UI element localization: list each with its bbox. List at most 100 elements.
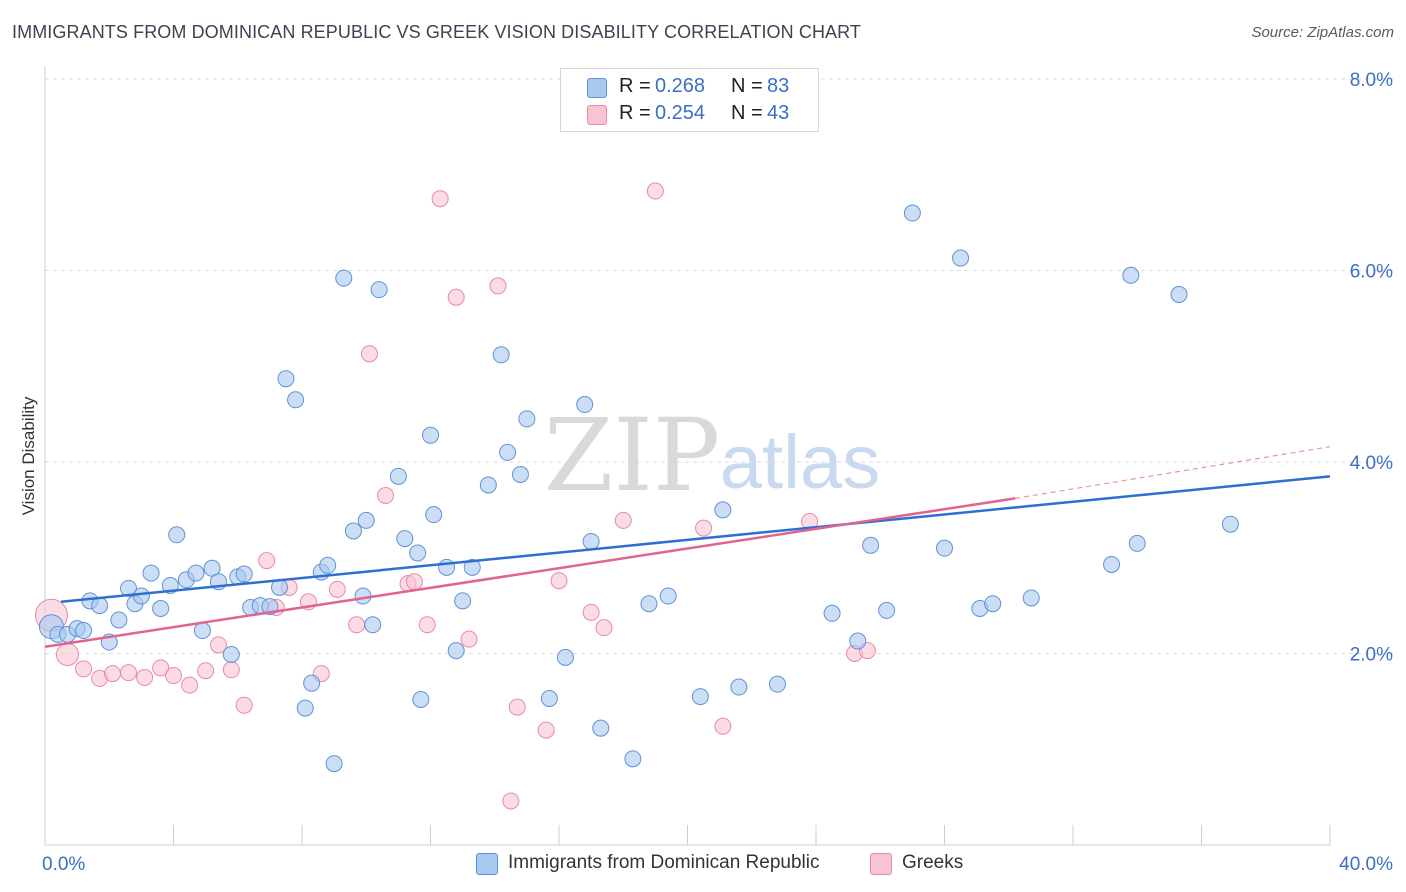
dominican-point xyxy=(425,506,443,524)
dominican-point xyxy=(1022,589,1040,607)
dominican-point xyxy=(447,642,465,660)
y-tick-label: 8.0% xyxy=(1350,70,1393,91)
greeks-point xyxy=(222,661,240,679)
greeks-point xyxy=(502,792,520,810)
dominican-point xyxy=(152,599,170,617)
x-tick-label: 40.0% xyxy=(1339,854,1393,875)
dominican-point xyxy=(303,674,321,692)
dominican-point xyxy=(1122,266,1140,284)
legend-n-value: 83 xyxy=(767,75,790,97)
dominican-point xyxy=(640,595,658,613)
legend-r-value: 0.268 xyxy=(655,75,706,97)
greeks-point xyxy=(582,603,600,621)
greeks-point xyxy=(328,580,346,598)
dominican-point xyxy=(556,648,574,666)
greeks-point xyxy=(646,182,664,200)
legend-r-value: 0.254 xyxy=(655,102,706,124)
greeks-point xyxy=(508,698,526,716)
greeks-point xyxy=(537,721,555,739)
y-axis-label: Vision Disability xyxy=(19,396,38,515)
dominican-point xyxy=(325,755,343,773)
dominican-point xyxy=(187,564,205,582)
legend-n-label: N = xyxy=(731,75,763,97)
dominican-point xyxy=(296,699,314,717)
greeks-point xyxy=(75,660,93,678)
greeks-point xyxy=(431,190,449,208)
greeks-point xyxy=(120,664,138,682)
y-tick-label: 6.0% xyxy=(1350,262,1393,283)
dominican-point xyxy=(768,675,786,693)
greeks-point xyxy=(460,630,478,648)
dominican-point xyxy=(357,511,375,529)
greeks-point xyxy=(447,288,465,306)
dominican-point xyxy=(110,611,128,629)
greeks-points xyxy=(34,182,876,810)
greeks-trend-extension xyxy=(1015,446,1331,499)
greeks-point xyxy=(360,345,378,363)
dominican-point xyxy=(277,370,295,388)
dominican-point xyxy=(518,410,536,428)
greeks-point xyxy=(258,552,276,570)
greeks-point xyxy=(405,573,423,591)
dominican-point xyxy=(624,750,642,768)
greeks-trend-line xyxy=(44,497,1016,649)
dominican-point xyxy=(319,556,337,574)
greeks-point xyxy=(152,659,170,677)
dominican-point xyxy=(730,678,748,696)
dominican-point xyxy=(222,645,240,663)
dominican-point xyxy=(878,601,896,619)
dominican-point xyxy=(1128,534,1146,552)
dominican-point xyxy=(499,443,517,461)
dominican-point xyxy=(389,467,407,485)
dominican-point xyxy=(823,604,841,622)
dominican-point xyxy=(540,690,558,708)
source-label: Source: ZipAtlas.com xyxy=(1251,24,1394,41)
dominican-point xyxy=(142,564,160,582)
greeks-point xyxy=(209,636,227,654)
dominican-point xyxy=(936,539,953,557)
dominican-point xyxy=(1170,285,1188,303)
bottom-legend-label-pink: Greeks xyxy=(902,852,964,873)
x-tick-label: 0.0% xyxy=(42,854,85,875)
legend-swatch-blue xyxy=(587,78,607,98)
dominican-point xyxy=(849,632,867,650)
dominican-points xyxy=(38,204,1239,773)
greeks-point xyxy=(550,572,568,590)
dominican-point xyxy=(984,595,1002,613)
dominican-point xyxy=(132,587,150,605)
greeks-point xyxy=(614,511,632,529)
dominican-point xyxy=(409,544,427,562)
dominican-point xyxy=(714,501,732,519)
dominican-point xyxy=(287,391,305,409)
dominican-point xyxy=(463,558,481,576)
greeks-point xyxy=(55,642,79,666)
greeks-point xyxy=(103,665,121,683)
greeks-point xyxy=(377,487,395,505)
dominican-point xyxy=(659,587,677,605)
dominican-point xyxy=(120,579,138,597)
stats-legend: R = 0.268 N = 83 R = 0.254 N = 43 xyxy=(560,68,819,132)
greeks-point xyxy=(235,696,253,714)
dominican-point xyxy=(335,269,353,287)
legend-n-value: 43 xyxy=(767,102,790,124)
dominican-point xyxy=(492,346,510,364)
watermark-atlas: atlas xyxy=(720,420,881,505)
dominican-trend-line xyxy=(60,475,1331,604)
dominican-point xyxy=(1103,555,1121,573)
greeks-point xyxy=(695,519,713,537)
greeks-point xyxy=(595,619,613,637)
legend-swatch-pink xyxy=(587,105,607,125)
chart-title: IMMIGRANTS FROM DOMINICAN REPUBLIC VS GR… xyxy=(12,22,862,42)
dominican-point xyxy=(193,622,211,640)
dominican-point xyxy=(364,616,382,634)
dominican-point xyxy=(396,530,414,548)
dominican-point xyxy=(479,476,497,494)
dominican-point xyxy=(1221,515,1239,533)
dominican-point xyxy=(903,204,921,222)
greeks-point xyxy=(418,616,436,634)
watermark: ZIP atlas xyxy=(544,397,880,514)
watermark-zip: ZIP xyxy=(544,397,720,514)
dominican-point xyxy=(235,565,253,583)
dominican-point xyxy=(511,465,529,483)
